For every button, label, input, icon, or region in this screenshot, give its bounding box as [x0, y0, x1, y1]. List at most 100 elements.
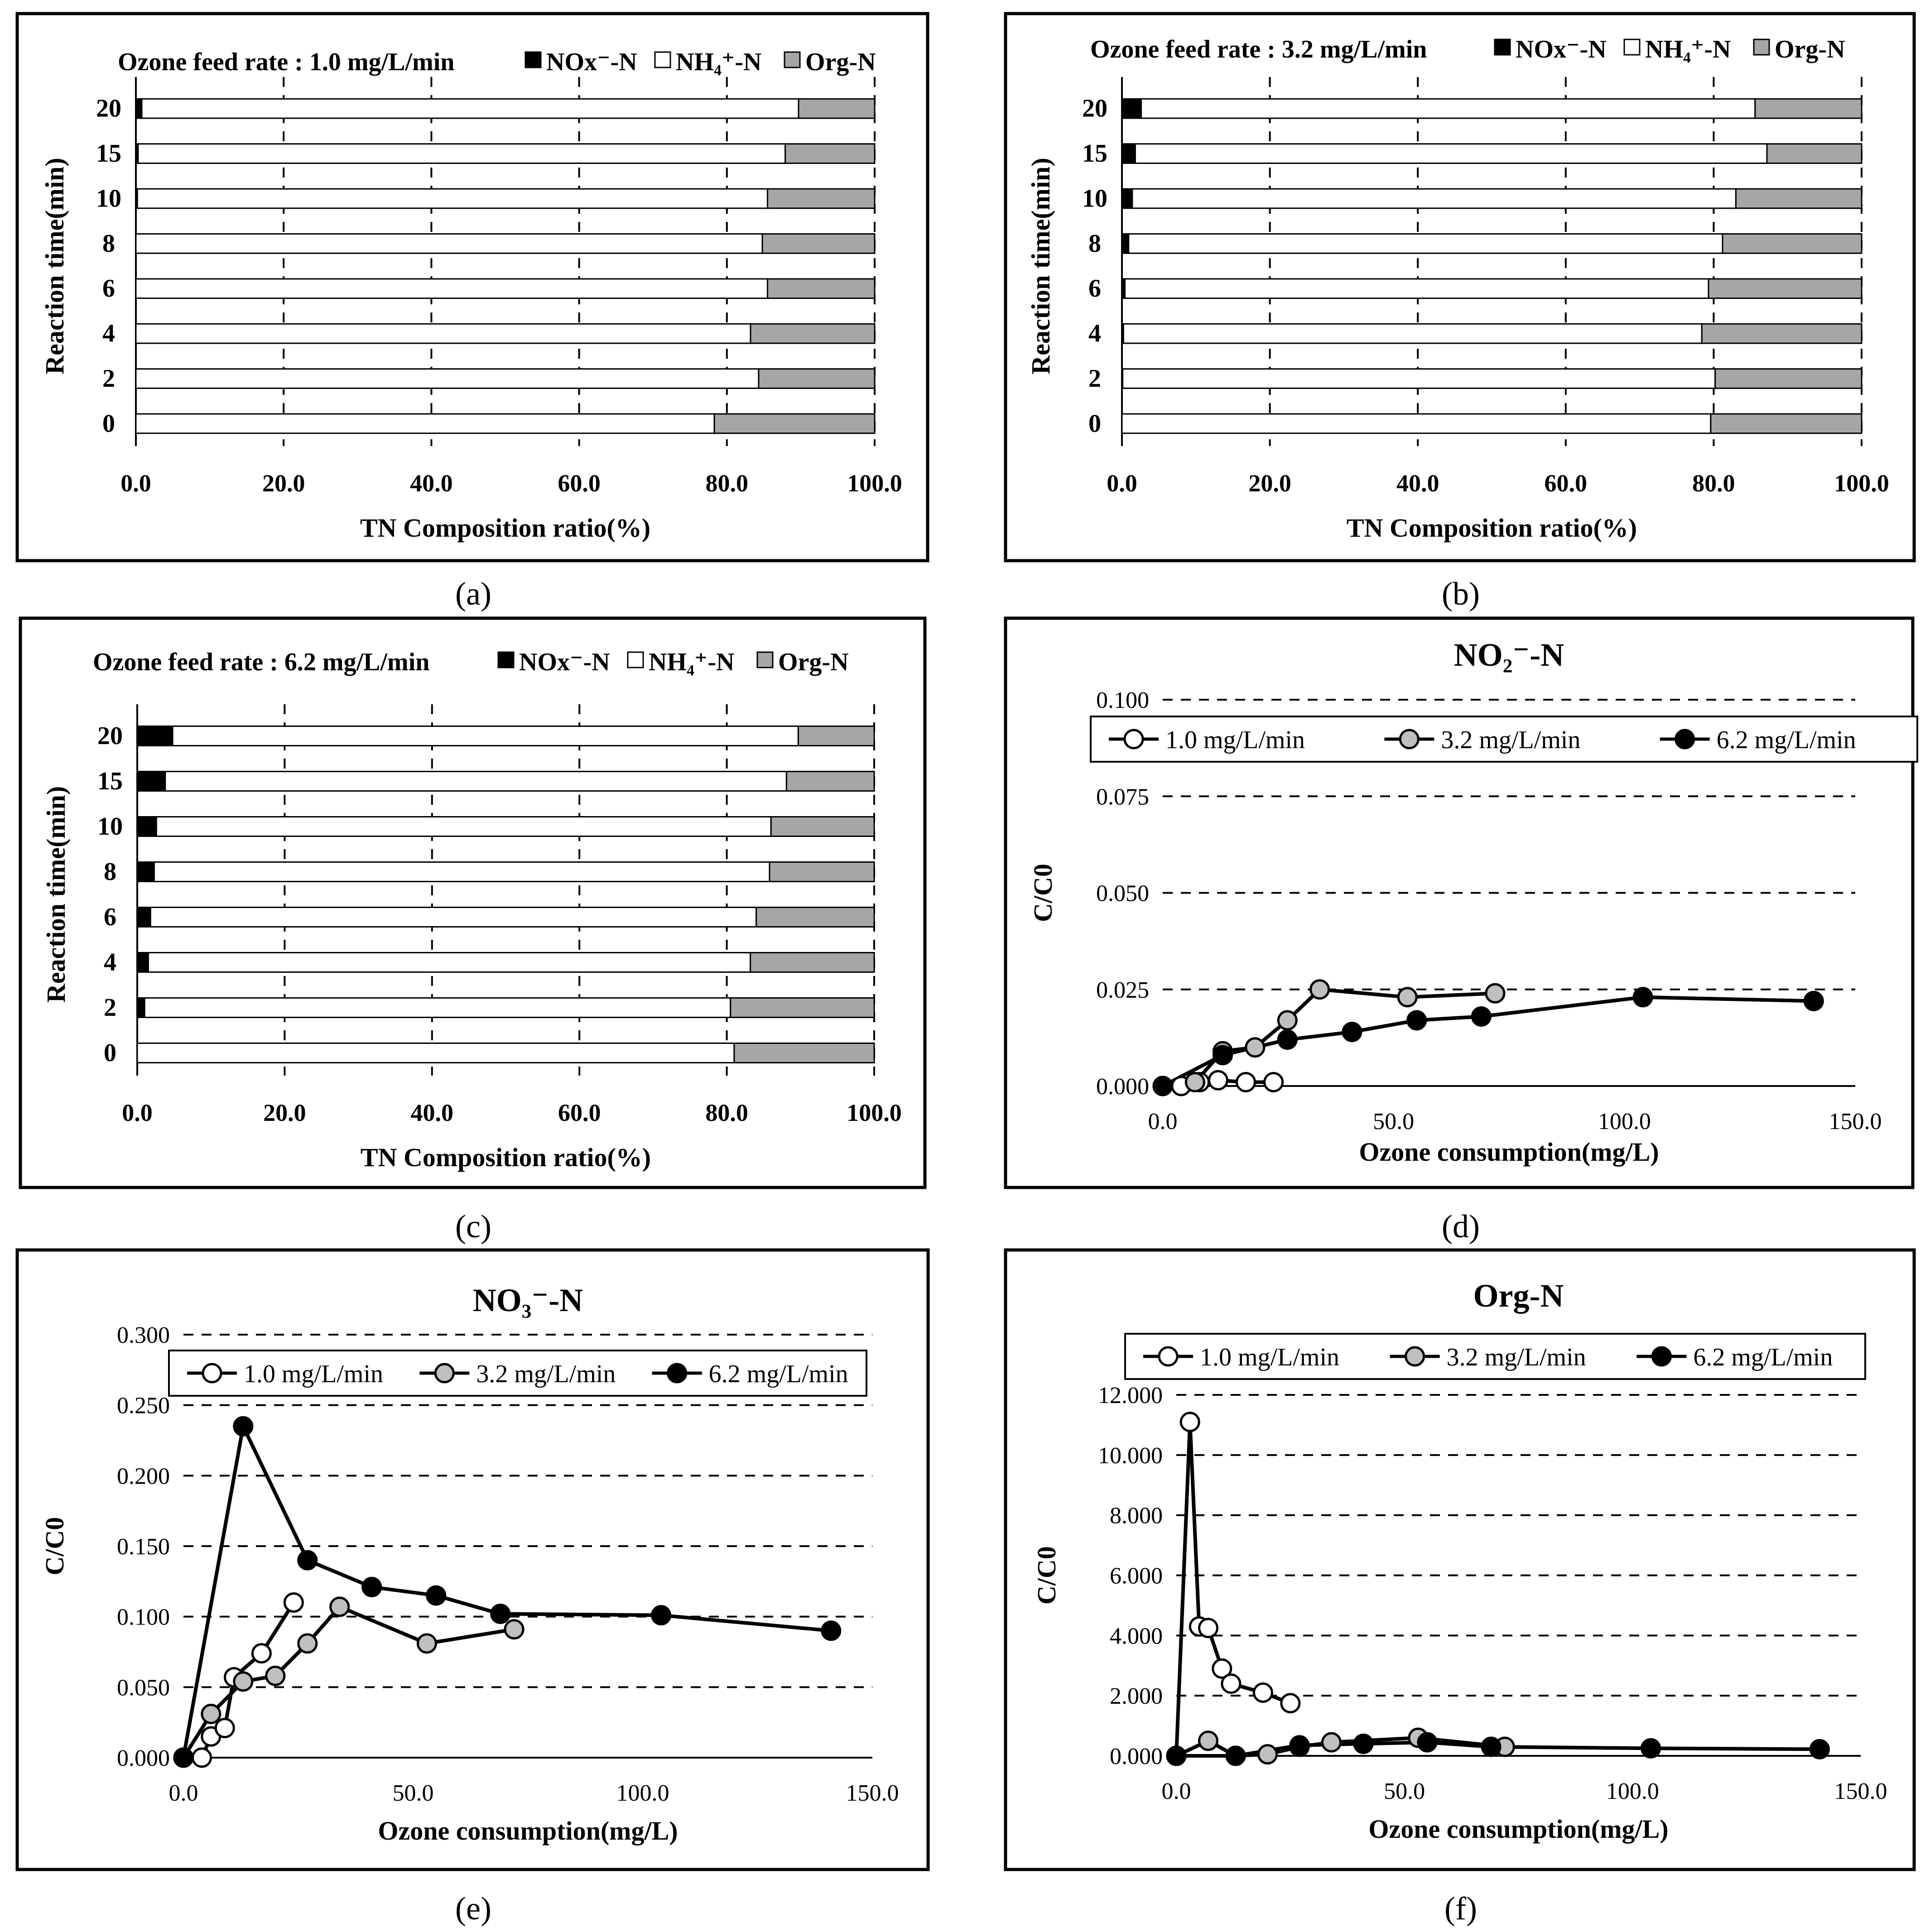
data-point: [1213, 1045, 1233, 1066]
bar-segment-noxn: [1121, 188, 1133, 209]
legend-marker: [1405, 1346, 1425, 1367]
data-point: [1471, 1006, 1492, 1027]
category-label: 0: [1088, 409, 1101, 437]
bar-segment-nhn: [135, 233, 763, 254]
category-label: 15: [97, 767, 123, 795]
bar-segment-orgn: [797, 726, 875, 746]
chart-e: 0.000 0.050 0.100 0.150 0.200 0.250 0.300 0.0 50…: [40, 1282, 899, 1845]
legend-swatch: [627, 651, 644, 668]
x-tick-label: 40.0: [1396, 470, 1439, 497]
caption-c: (c): [455, 1208, 491, 1245]
y-tick-label: 0.100: [117, 1605, 170, 1630]
data-point: [490, 1603, 511, 1624]
data-point: [1277, 1029, 1298, 1050]
data-point: [1342, 1022, 1362, 1043]
series-line-2: [182, 1424, 832, 1758]
legend-marker: [1675, 729, 1695, 750]
data-point: [283, 1592, 304, 1613]
data-point: [1277, 1010, 1298, 1031]
chart-f: 0.000 2.000 4.000 6.000 8.000 10.000 12.000 0.0…: [1032, 1278, 1887, 1844]
legend-marker: [1651, 1346, 1672, 1367]
bar-segment-nhn: [1134, 143, 1768, 164]
data-point: [504, 1619, 525, 1640]
category-label: 8: [1088, 230, 1101, 258]
legend-label: NOx⁻-N: [1516, 35, 1607, 63]
bar-segment-nhn: [1121, 413, 1712, 434]
y-tick-label: 0.150: [117, 1534, 170, 1560]
y-axis-title: Reaction time(min): [1026, 158, 1055, 374]
bar-segment-orgn: [1714, 368, 1863, 389]
bar-segment-orgn: [750, 323, 876, 344]
bar-segment-nhn: [155, 816, 772, 837]
x-tick-label: 100.0: [1598, 1109, 1651, 1134]
x-tick-label: 60.0: [558, 1099, 601, 1126]
x-tick-label: 100.0: [847, 470, 902, 497]
legend-marker: [434, 1363, 455, 1384]
bar-segment-nhn: [164, 771, 787, 792]
data-point: [1257, 1744, 1278, 1765]
x-tick-label: 80.0: [705, 1099, 748, 1126]
category-label: 4: [102, 320, 115, 348]
bar-segment-orgn: [1710, 413, 1863, 434]
category-label: 0: [102, 409, 115, 437]
bar-segment-nhn: [172, 726, 799, 746]
bar-segment-orgn: [770, 816, 875, 837]
data-point: [821, 1620, 842, 1641]
x-tick-label: 80.0: [1692, 470, 1735, 497]
category-label: 6: [1088, 274, 1101, 303]
bar-segment-orgn: [1766, 143, 1863, 164]
bar-segment-orgn: [798, 98, 876, 119]
x-tick-label: 40.0: [410, 470, 453, 497]
bar-segment-orgn: [767, 278, 876, 299]
panel-frame-c: [19, 616, 927, 1189]
data-point: [1212, 1658, 1232, 1679]
series-line-2: [1162, 995, 1814, 1088]
legend-swatch: [1494, 38, 1511, 56]
legend-box: [1124, 1333, 1866, 1380]
data-point: [651, 1605, 672, 1626]
chart-title: Ozone feed rate : 6.2 mg/L/min: [93, 648, 429, 676]
data-point: [1485, 983, 1506, 1004]
bar-segment-noxn: [1121, 233, 1130, 254]
category-label: 2: [102, 365, 115, 393]
bar-segment-orgn: [1722, 233, 1863, 254]
data-point: [1280, 1693, 1301, 1714]
data-point: [201, 1703, 221, 1724]
y-axis-title: C/C0: [1032, 1546, 1061, 1605]
bar-segment-nhn: [144, 997, 732, 1018]
legend-swatch: [784, 51, 801, 68]
bar-segment-nhn: [141, 98, 799, 119]
data-point: [1353, 1733, 1374, 1754]
x-tick-label: 50.0: [1384, 1778, 1425, 1804]
legend-label: Org-N: [1775, 35, 1845, 63]
bar-segment-orgn: [750, 952, 875, 973]
data-point: [233, 1416, 254, 1437]
legend-marker: [667, 1363, 688, 1384]
y-tick-label: 0.000: [117, 1745, 170, 1771]
y-tick-label: 2.000: [1110, 1683, 1163, 1709]
bar-segment-orgn: [1701, 323, 1863, 344]
legend-swatch: [756, 651, 774, 668]
bar-segment-nhn: [1124, 278, 1709, 299]
bar-segment-nhn: [136, 1043, 735, 1063]
bar-segment-noxn: [136, 771, 166, 792]
bar-segment-orgn: [756, 907, 875, 928]
x-tick-label: 40.0: [411, 1099, 454, 1126]
legend-box: [1090, 716, 1918, 763]
bar-segment-nhn: [1131, 188, 1737, 209]
x-tick-label: 80.0: [706, 470, 749, 497]
category-label: 0: [104, 1039, 116, 1067]
data-point: [1235, 1072, 1256, 1092]
bar-segment-orgn: [769, 861, 875, 882]
data-point: [426, 1585, 447, 1606]
data-point: [297, 1550, 318, 1571]
data-point: [1481, 1736, 1502, 1757]
y-tick-label: 0.025: [1096, 977, 1149, 1003]
x-tick-label: 150.0: [1834, 1778, 1887, 1804]
chart-c: 0.0 20.0 40.0 60.0 80.0 100.0 0 2 4 6 8 10 15 20 React…: [41, 648, 902, 1172]
category-label: 10: [97, 812, 123, 841]
y-tick-label: 0.050: [1096, 881, 1149, 907]
data-point: [1245, 1037, 1266, 1058]
legend-marker: [1123, 729, 1144, 750]
bar-segment-noxn: [136, 861, 155, 882]
